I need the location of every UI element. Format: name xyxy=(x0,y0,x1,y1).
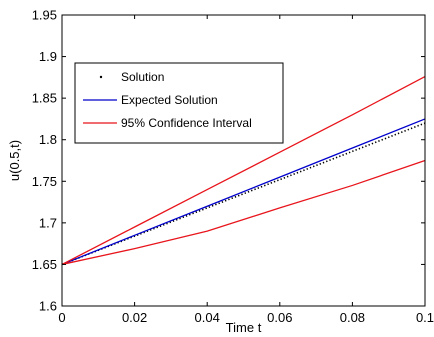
x-tick-label: 0.02 xyxy=(122,310,147,325)
x-tick-label: 0 xyxy=(58,310,65,325)
y-tick-label: 1.6 xyxy=(39,299,57,314)
y-tick-label: 1.7 xyxy=(39,215,57,230)
legend-label-2: 95% Confidence Interval xyxy=(121,116,252,130)
x-tick-label: 0.06 xyxy=(267,310,292,325)
legend-label-0: Solution xyxy=(121,70,164,84)
y-tick-label: 1.8 xyxy=(39,132,57,147)
y-tick-label: 1.95 xyxy=(32,8,57,23)
plot-frame xyxy=(62,15,425,306)
legend-label-1: Expected Solution xyxy=(121,93,218,107)
y-axis-label: u(0.5,t) xyxy=(7,140,22,181)
legend: Solution Expected Solution 95% Confidence … xyxy=(75,63,283,143)
legend-swatch-0 xyxy=(100,76,102,78)
series-line-3 xyxy=(62,161,425,265)
y-tick-label: 1.9 xyxy=(39,49,57,64)
x-tick-label: 0.08 xyxy=(340,310,365,325)
x-tick-label: 0.04 xyxy=(195,310,220,325)
y-tick-label: 1.65 xyxy=(32,257,57,272)
axes: 0 0.02 0.04 0.06 0.08 0.1 1.6 1.65 1.7 1.75 1.8 1.8… xyxy=(32,8,434,326)
x-axis-label: Time t xyxy=(226,320,262,335)
y-tick-label: 1.75 xyxy=(32,174,57,189)
x-tick-label: 0.1 xyxy=(416,310,434,325)
y-tick-label: 1.85 xyxy=(32,91,57,106)
